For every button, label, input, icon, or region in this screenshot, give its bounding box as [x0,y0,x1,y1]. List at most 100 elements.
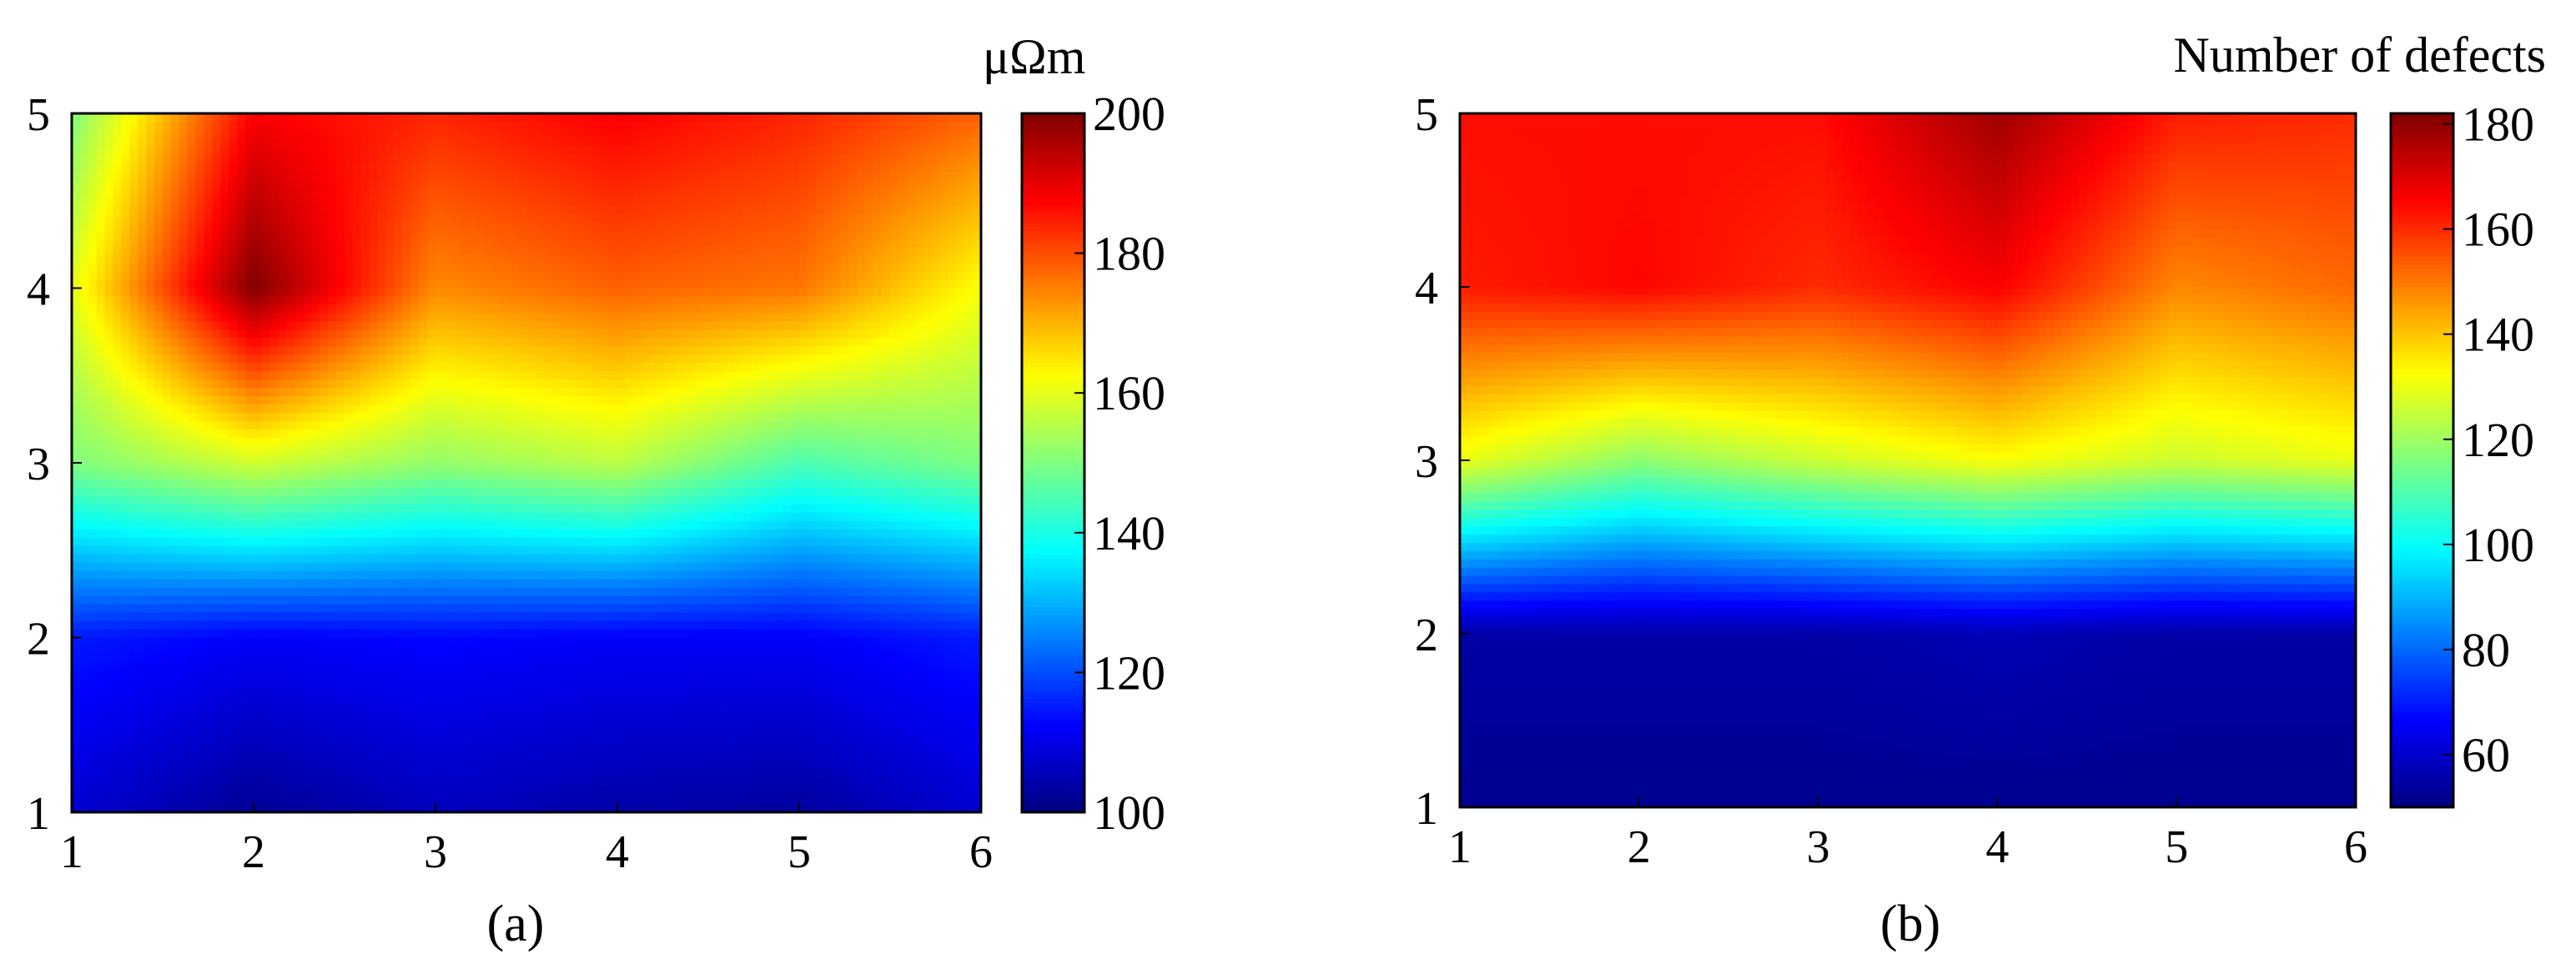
heatmap-cell [195,254,205,264]
heatmap-cell [443,479,453,489]
heatmap-cell [113,470,123,480]
heatmap-cell [857,363,866,372]
heatmap-cell [832,288,842,298]
heatmap-cell [254,438,263,447]
heatmap-cell [534,463,544,472]
heatmap-cell [269,204,279,214]
heatmap-cell [79,396,89,405]
heatmap-cell [906,279,916,289]
heatmap-cell [534,421,544,430]
heatmap-cell [163,188,172,198]
heatmap-cell [823,438,833,447]
heatmap-cell [468,288,478,298]
heatmap-cell [865,146,874,156]
heatmap-cell [476,271,486,281]
heatmap-cell [724,113,734,123]
heatmap-cell [377,413,387,422]
heatmap-cell [163,371,172,380]
heatmap-cell [683,413,692,422]
heatmap-cell [840,196,850,206]
heatmap-cell [559,171,569,181]
heatmap-cell [708,221,717,231]
heatmap-cell [402,121,411,131]
heatmap-cell [948,171,957,181]
heatmap-cell [419,446,428,455]
heatmap-cell [898,470,908,480]
heatmap-cell [510,413,519,422]
heatmap-cell [807,163,817,173]
heatmap-cell [692,446,701,455]
heatmap-cell [451,446,461,455]
heatmap-cell [708,121,717,131]
heatmap-cell [641,463,652,472]
heatmap-cell [766,296,775,306]
heatmap-cell [741,213,751,223]
heatmap-cell [269,279,279,289]
heatmap-cell [510,371,519,380]
heatmap-cell [485,171,494,181]
heatmap-cell [360,487,370,497]
heatmap-cell [906,304,916,314]
heatmap-cell [410,321,420,330]
heatmap-cell [104,321,114,330]
heatmap-cell [617,363,626,372]
heatmap-cell [419,221,428,231]
heatmap-cell [336,470,345,480]
heatmap-cell [667,288,676,298]
heatmap-cell [526,288,536,298]
heatmap-cell [377,313,387,323]
heatmap-cell [873,113,883,123]
heatmap-cell [766,346,775,355]
heatmap-cell [567,329,577,339]
heatmap-cell [510,146,519,156]
heatmap-cell [667,296,676,306]
heatmap-cell [170,479,180,489]
heatmap-cell [832,121,842,131]
heatmap-cell [534,371,544,380]
heatmap-cell [964,321,974,330]
heatmap-cell [807,138,817,148]
heatmap-cell [799,371,808,380]
heatmap-cell [129,379,138,389]
heatmap-cell [799,213,808,223]
heatmap-cell [360,421,370,430]
heatmap-cell [402,413,411,422]
heatmap-cell [873,388,883,397]
heatmap-cell [187,421,197,430]
heatmap-cell [129,113,138,123]
heatmap-cell [104,463,114,472]
heatmap-cell [931,429,941,439]
heatmap-cell [229,321,238,330]
heatmap-cell [138,371,147,380]
heatmap-cell [510,470,519,480]
heatmap-cell [204,446,214,455]
heatmap-cell [187,371,197,380]
heatmap-cell [774,304,783,314]
heatmap-cell [187,338,197,347]
heatmap-cell [352,238,362,248]
heatmap-cell [493,321,502,330]
heatmap-cell [617,438,626,447]
heatmap-cell [286,238,296,248]
heatmap-cell [857,288,866,298]
heatmap-cell [510,246,519,256]
heatmap-cell [973,479,982,489]
heatmap-cell [807,329,817,339]
heatmap-cell [625,279,635,289]
heatmap-cell [129,479,138,489]
heatmap-cell [460,113,470,123]
heatmap-cell [617,454,626,464]
heatmap-cell [146,129,155,139]
heatmap-cell [973,254,982,264]
heatmap-cell [96,288,106,298]
heatmap-cell [667,354,676,364]
heatmap-cell [154,238,164,248]
heatmap-cell [170,429,180,439]
heatmap-cell [138,363,147,372]
heatmap-cell [559,179,569,189]
heatmap-cell [212,313,221,323]
heatmap-cell [129,121,138,131]
heatmap-cell [195,154,205,164]
heatmap-cell [939,413,948,422]
heatmap-cell [973,396,982,405]
